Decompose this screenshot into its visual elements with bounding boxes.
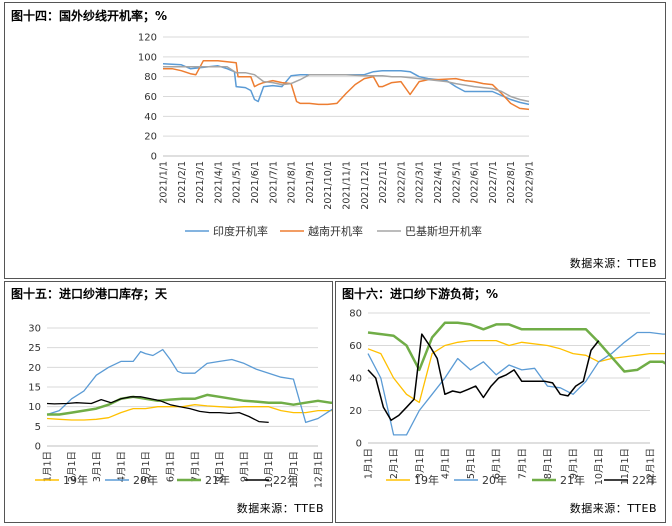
legend-label: 22年: [273, 473, 298, 487]
x-tick-label: 6月1日: [166, 451, 177, 482]
x-tick-label: 12月1日: [646, 448, 657, 485]
y-tick-label: 80: [349, 309, 362, 320]
x-tick-label: 2021/5/1: [232, 161, 243, 204]
y-tick-label: 40: [349, 374, 362, 385]
x-tick-label: 3月1日: [92, 451, 103, 482]
x-tick-label: 2021/6/1: [250, 161, 261, 204]
chart-panel-downstream-load: 图十六：进口纱下游负荷；% 0 20 40 60 80 1月1日 2月1日 3月1日 4月1日 5…: [335, 281, 666, 523]
legend-label: 20年: [133, 473, 158, 487]
x-tick-label: 8月1日: [215, 451, 226, 482]
x-tick-label: 9月1日: [569, 448, 580, 479]
x-tick-label: 10月1日: [264, 451, 275, 488]
legend-label: 21年: [205, 473, 230, 487]
series-line: [46, 404, 332, 421]
x-tick-label: 5月1日: [141, 451, 152, 482]
y-tick-label: 40: [144, 112, 157, 123]
x-tick-label: 11月1日: [289, 451, 300, 488]
x-tick-label: 1月1日: [364, 448, 375, 479]
series-line: [367, 339, 665, 404]
legend-label: 巴基斯坦开机率: [405, 224, 482, 238]
x-tick-label: 11月1日: [620, 448, 631, 485]
chart-panel-port-inventory: 图十五：进口纱港口库存；天 0 5 10 15 20 25 30 1月1日 2月1日 3月1日 4月…: [4, 281, 333, 523]
x-tick-label: 1月1日: [43, 451, 54, 482]
y-tick-label: 20: [349, 406, 362, 417]
x-tick-label: 12月1日: [314, 451, 325, 488]
series-line: [367, 333, 600, 422]
y-tick-label: 100: [138, 52, 157, 63]
legend-label: 19年: [414, 473, 439, 487]
chart-title: 图十四：国外纱线开机率；%: [11, 9, 168, 23]
x-tick-label: 2021/7/1: [268, 161, 279, 204]
series-line: [162, 63, 530, 106]
y-tick-label: 15: [28, 383, 41, 394]
x-tick-label: 9月1日: [240, 451, 251, 482]
x-tick-label: 8月1日: [543, 448, 554, 479]
y-tick-label: 120: [138, 33, 157, 44]
x-tick-label: 5月1日: [466, 448, 477, 479]
x-tick-label: 2021/12/1: [360, 161, 371, 210]
legend-label: 19年: [63, 473, 88, 487]
x-tick-label: 2021/11/1: [342, 161, 353, 210]
x-tick-label: 2月1日: [67, 451, 78, 482]
chart-title: 图十五：进口纱港口库存；天: [11, 287, 168, 301]
x-tick-label: 4月1日: [440, 448, 451, 479]
x-tick-label: 2022/4/1: [433, 161, 444, 204]
data-source-label: 数据来源：TTEB: [236, 502, 324, 515]
chart-panel-operating-rate: 图十四：国外纱线开机率；% 0 20 40 60 80 100 120 2021/1/1 202…: [4, 2, 666, 279]
x-tick-label: 2021/9/1: [305, 161, 316, 204]
y-tick-label: 0: [356, 439, 362, 450]
x-tick-label: 2021/10/1: [323, 161, 334, 210]
series-line: [46, 396, 269, 424]
line-chart-downstream-load: 0 20 40 60 80 1月1日 2月1日 3月1日 4月1日 5月1日 6月1日 7月1日 8月1…: [349, 309, 665, 487]
x-tick-label: 2月1日: [389, 448, 400, 479]
line-chart-operating-rate: 0 20 40 60 80 100 120 2021/1/1 2021/2/1 2021/3/1 2…: [138, 33, 536, 239]
x-tick-label: 2022/6/1: [470, 161, 481, 204]
x-tick-label: 2022/7/1: [488, 161, 499, 204]
x-tick-label: 2022/9/1: [525, 161, 536, 204]
y-tick-label: 60: [144, 92, 157, 103]
x-tick-label: 2021/8/1: [287, 161, 298, 204]
series-line: [367, 321, 665, 373]
data-source-label: 数据来源：TTEB: [569, 502, 657, 515]
x-tick-label: 2022/5/1: [451, 161, 462, 204]
legend-label: 越南开机率: [308, 224, 363, 238]
y-tick-label: 80: [144, 72, 157, 83]
y-tick-label: 20: [144, 132, 157, 143]
x-tick-label: 3月1日: [415, 448, 426, 479]
legend-label: 20年: [482, 473, 507, 487]
x-tick-label: 2022/8/1: [506, 161, 517, 204]
x-tick-label: 2021/2/1: [177, 161, 188, 204]
series-line: [46, 348, 332, 424]
legend-label: 21年: [560, 473, 585, 487]
chart-title: 图十六：进口纱下游负荷；%: [342, 287, 499, 301]
x-tick-label: 6月1日: [492, 448, 503, 479]
y-tick-label: 30: [28, 324, 41, 335]
x-tick-label: 2022/3/1: [415, 161, 426, 204]
series-line: [163, 60, 530, 111]
series-line: [163, 66, 530, 103]
data-source-label: 数据来源：TTEB: [569, 257, 657, 270]
x-tick-label: 10月1日: [594, 448, 605, 485]
y-tick-label: 0: [151, 152, 157, 163]
y-tick-label: 10: [28, 402, 41, 413]
y-tick-label: 25: [28, 343, 41, 354]
y-tick-label: 0: [35, 442, 41, 453]
legend-label: 22年: [632, 473, 657, 487]
x-tick-label: 2021/1/1: [159, 161, 170, 204]
line-chart-port-inventory: 0 5 10 15 20 25 30 1月1日 2月1日 3月1日 4月1日 5月1日 6月1日 7月1日…: [28, 324, 332, 488]
y-tick-label: 5: [35, 422, 41, 433]
y-tick-label: 60: [349, 341, 362, 352]
x-tick-label: 2021/4/1: [213, 161, 224, 204]
x-tick-label: 4月1日: [116, 451, 127, 482]
series-line: [367, 331, 665, 436]
x-tick-label: 7月1日: [190, 451, 201, 482]
x-tick-label: 7月1日: [517, 448, 528, 479]
x-tick-label: 2022/1/1: [378, 161, 389, 204]
x-tick-label: 2021/3/1: [195, 161, 206, 204]
x-tick-label: 2022/2/1: [396, 161, 407, 204]
series-line: [47, 393, 332, 416]
y-tick-label: 20: [28, 363, 41, 374]
legend-label: 印度开机率: [213, 224, 268, 238]
